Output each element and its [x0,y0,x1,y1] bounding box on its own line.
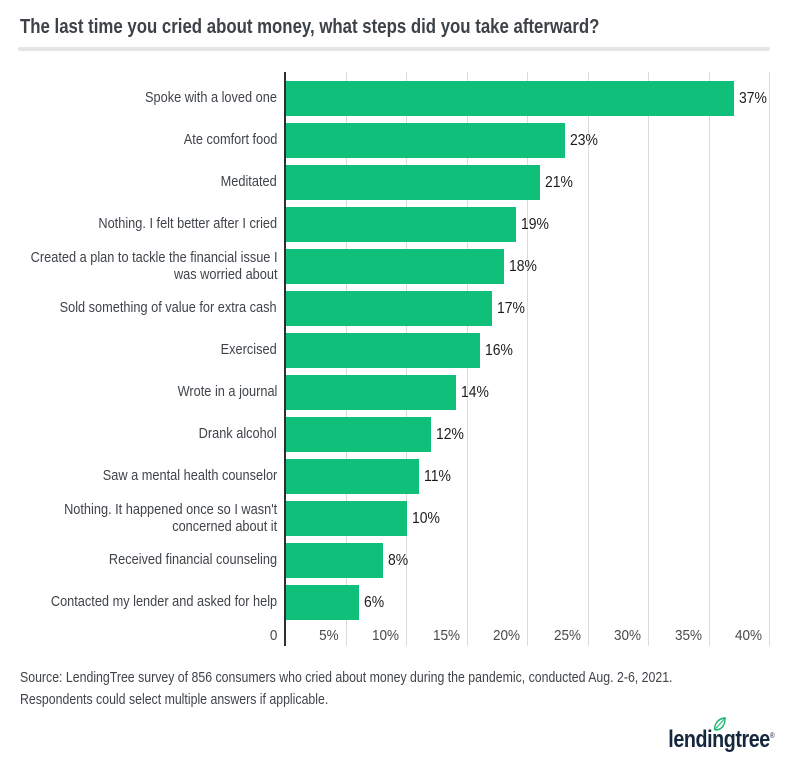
gridline [769,72,770,646]
category-label: Received financial counseling [108,552,277,568]
bar-value-label: 16% [485,342,513,359]
bar [286,123,565,158]
bar [286,417,431,452]
x-tick: 25% [553,627,581,644]
leaf-icon [713,712,728,731]
source-line-2: Respondents could select multiple answer… [20,692,329,708]
page-title: The last time you cried about money, wha… [20,16,600,38]
bar-value-label: 14% [461,384,489,401]
x-tick: 5% [319,627,339,644]
x-tick: 10% [371,627,399,644]
category-label: Drank alcohol [198,426,277,442]
category-label: Ate comfort food [183,132,277,148]
x-tick: 15% [432,627,460,644]
category-label: Sold something of value for extra cash [59,300,277,316]
category-label: Nothing. I felt better after I cried [98,216,277,232]
category-label: Spoke with a loved one [145,90,277,106]
bar-value-label: 12% [436,426,464,443]
bar [286,333,480,368]
bar [286,207,516,242]
bar [286,543,383,578]
bar-value-label: 10% [412,510,440,527]
x-tick: 30% [613,627,641,644]
bar [286,585,359,620]
bar-value-label: 21% [545,174,573,191]
logo-word: lendingtree [668,726,770,753]
category-label: Contacted my lender and asked for help [50,594,277,610]
source-line-1: Source: LendingTree survey of 856 consum… [20,670,673,686]
category-label: Wrote in a journal [177,384,277,400]
y-axis-line [284,72,286,646]
bar [286,165,540,200]
category-label: Created a plan to tackle the financial i… [30,249,277,283]
source-note: Source: LendingTree survey of 856 consum… [20,667,800,711]
lendingtree-logo: lendingtree® [645,717,775,754]
bar-chart: 37% 23% 21% 19% 18% 17% 16% 14% 12% 11% 10% 8% 6% Sp… [30,72,770,646]
bar [286,249,504,284]
bar [286,459,419,494]
bar [286,291,492,326]
bar-value-label: 8% [388,552,409,569]
bar-value-label: 17% [497,300,525,317]
gridline [527,72,528,646]
category-label: Nothing. It happened once so I wasn't con… [63,501,277,535]
bar-value-label: 19% [521,216,549,233]
x-tick: 35% [674,627,702,644]
x-tick: 20% [492,627,520,644]
bar [286,501,407,536]
category-label: Saw a mental health counselor [102,468,277,484]
bar [286,375,456,410]
gridline [648,72,649,646]
x-tick: 0 [269,627,277,644]
bar-value-label: 11% [424,468,451,485]
bar-value-label: 18% [509,258,537,275]
lendingtree-wordmark: lendingtree® [668,717,775,754]
bar [286,81,734,116]
bar-value-label: 6% [364,594,385,611]
bar-value-label: 37% [739,90,767,107]
x-tick: 40% [734,627,762,644]
gridline [588,72,589,646]
bar-value-label: 23% [570,132,598,149]
gridline [709,72,710,646]
registered-mark: ® [769,731,775,740]
title-divider [18,47,770,51]
category-label: Exercised [220,342,277,358]
category-label: Meditated [220,174,277,190]
